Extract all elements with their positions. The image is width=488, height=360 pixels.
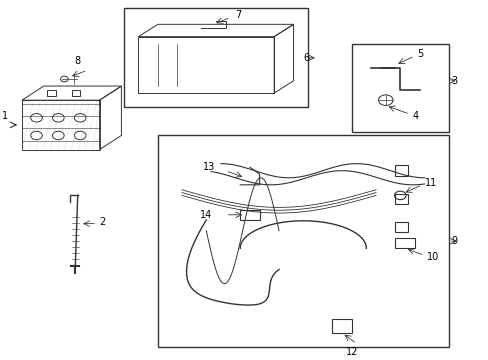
Bar: [332, 319, 351, 333]
Text: 11: 11: [424, 178, 436, 188]
Text: 3: 3: [450, 76, 456, 86]
Bar: [123, 8, 307, 107]
Text: 10: 10: [426, 252, 438, 262]
Bar: [240, 210, 259, 220]
Bar: [395, 238, 414, 248]
Text: 4: 4: [411, 111, 418, 121]
Text: 12: 12: [345, 347, 357, 357]
Text: 5: 5: [416, 49, 423, 59]
Bar: [158, 135, 448, 347]
Text: 6: 6: [303, 53, 309, 63]
Bar: [351, 44, 448, 132]
Text: 7: 7: [235, 10, 241, 21]
Text: 8: 8: [75, 55, 81, 66]
Text: 1: 1: [2, 111, 8, 121]
Bar: [395, 166, 407, 176]
Bar: [395, 222, 407, 233]
Bar: [395, 194, 407, 204]
Text: 9: 9: [450, 236, 456, 246]
Text: 14: 14: [200, 210, 212, 220]
Text: 13: 13: [202, 162, 214, 172]
Text: 2: 2: [100, 217, 105, 227]
